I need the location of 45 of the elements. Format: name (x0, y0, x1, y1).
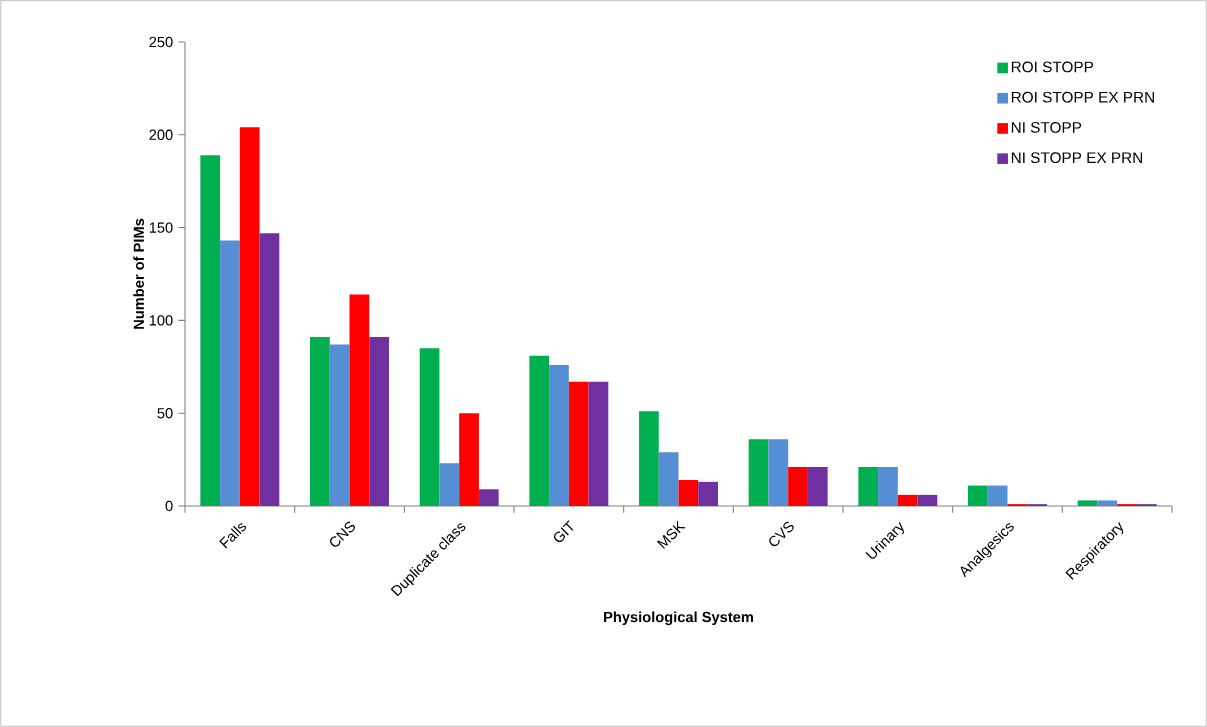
bar (1097, 500, 1118, 506)
bar (369, 337, 389, 506)
bar (788, 467, 808, 506)
x-tick-label: GIT (553, 520, 574, 543)
legend-label: NI STOPP EX PRN (1011, 152, 1143, 164)
bar (987, 485, 1008, 506)
bar (439, 463, 460, 506)
bar (807, 467, 828, 506)
bar (220, 240, 240, 506)
bar (529, 355, 550, 506)
bar (698, 481, 718, 506)
bar (259, 233, 280, 506)
bar (459, 413, 479, 506)
y-tick-label: 50 (157, 408, 173, 419)
bar (658, 452, 679, 506)
y-tick-label: 0 (165, 500, 173, 512)
bar (200, 155, 221, 506)
bar (858, 467, 879, 506)
bar (329, 344, 350, 506)
bar (588, 381, 609, 506)
bar (897, 494, 918, 506)
bar (568, 381, 589, 506)
legend-label: ROI STOPP EX PRN (1011, 91, 1154, 103)
bar (310, 337, 330, 506)
y-tick-label: 150 (149, 222, 173, 233)
bar (478, 489, 499, 506)
x-axis-title: Physiological System (604, 611, 753, 626)
bar (917, 494, 938, 506)
y-tick-label: 250 (149, 36, 173, 48)
bar (549, 364, 569, 506)
y-tick-label: 200 (149, 129, 173, 140)
legend-label: NI STOPP (1011, 121, 1082, 133)
bar (878, 467, 898, 506)
bar (1077, 500, 1098, 506)
bar (748, 439, 769, 506)
bar (678, 480, 699, 506)
bar (349, 294, 370, 506)
bar (768, 439, 789, 506)
bar (239, 127, 260, 506)
y-axis-title: Number of PIMs (133, 218, 145, 329)
bar (968, 485, 988, 506)
bar (419, 348, 440, 506)
y-tick-label: 100 (149, 315, 173, 326)
bar (639, 411, 659, 506)
legend-label: ROI STOPP (1011, 61, 1094, 73)
